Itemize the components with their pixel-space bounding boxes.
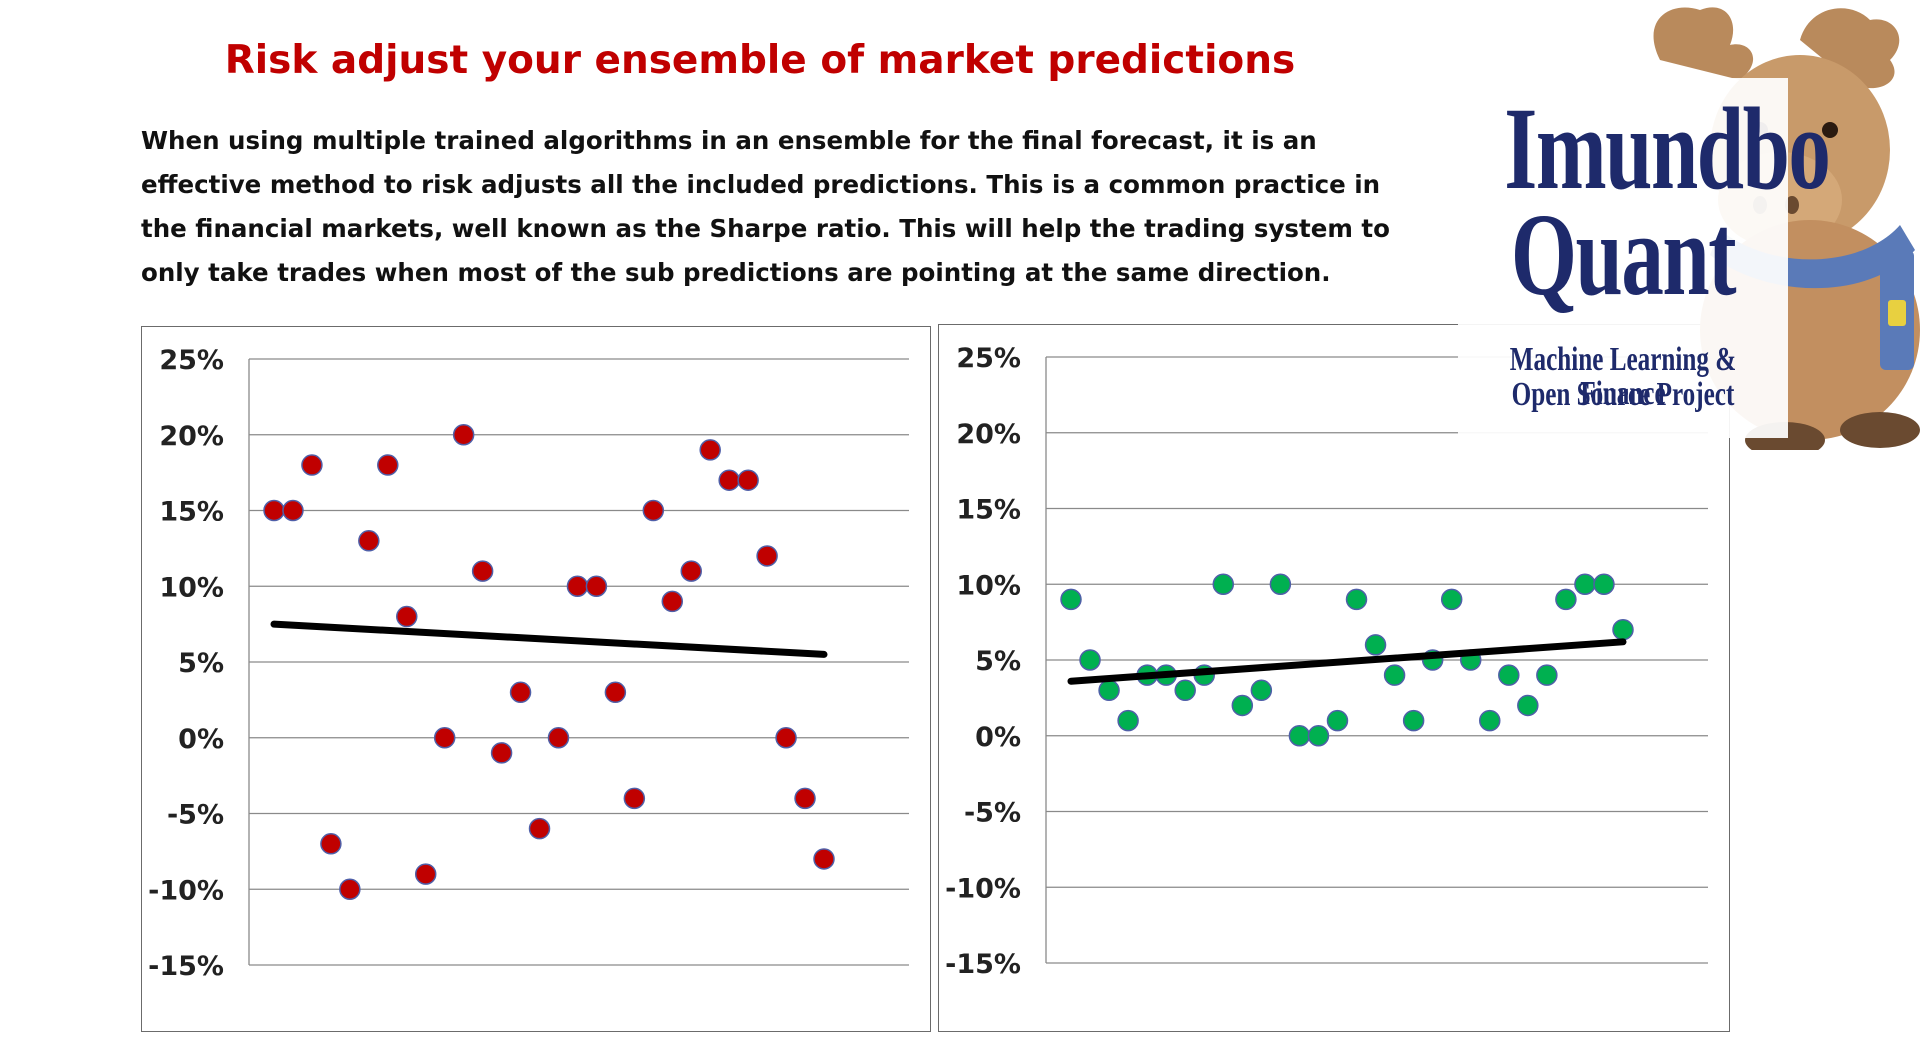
- left-data-point: [377, 454, 399, 476]
- right-y-tick-label: 10%: [956, 570, 1021, 601]
- right-trendline: [1067, 638, 1627, 685]
- right-y-tick-label: -10%: [945, 873, 1021, 904]
- left-data-point: [794, 787, 816, 810]
- left-data-point: [699, 439, 721, 461]
- right-data-point: [1307, 725, 1330, 747]
- right-y-tick-label: -5%: [964, 798, 1021, 829]
- right-data-point: [1060, 588, 1082, 611]
- left-data-point: [433, 727, 456, 749]
- left-y-tick-label: 20%: [159, 421, 224, 452]
- left-data-point: [718, 469, 740, 491]
- left-data-point: [509, 681, 532, 704]
- left-data-point: [813, 848, 835, 870]
- left-data-point: [585, 575, 608, 597]
- left-data-point: [661, 590, 684, 613]
- left-y-tick-label: -10%: [148, 875, 224, 906]
- right-data-point: [1326, 709, 1349, 732]
- left-data-point: [358, 530, 380, 552]
- right-data-point: [1098, 679, 1120, 702]
- left-data-point: [414, 863, 437, 885]
- right-data-point: [1079, 649, 1101, 671]
- right-data-point: [1402, 709, 1425, 732]
- left-data-point: [263, 499, 285, 522]
- right-data-point: [1231, 694, 1254, 717]
- imundbo-quant-logo: Imundbo Quant Machine Learning & Finance…: [1440, 0, 1920, 450]
- right-data-point: [1364, 634, 1387, 656]
- right-data-point: [1269, 573, 1292, 595]
- right-y-tick-label: 25%: [956, 343, 1021, 374]
- left-data-point: [282, 499, 304, 522]
- left-data-point: [642, 499, 665, 522]
- left-y-tick-label: 5%: [178, 648, 224, 679]
- right-data-point: [1174, 679, 1196, 702]
- left-y-tick-label: 10%: [159, 572, 224, 603]
- right-y-tick-label: 15%: [956, 495, 1021, 526]
- right-y-tick-label: -15%: [945, 949, 1021, 980]
- left-data-point: [471, 560, 494, 582]
- left-y-tick-label: -15%: [148, 951, 224, 982]
- right-y-tick-label: 0%: [975, 722, 1021, 753]
- left-data-point: [301, 454, 323, 476]
- logo-panel: Imundbo Quant Machine Learning & Finance…: [1458, 78, 1831, 438]
- right-data-point: [1517, 694, 1539, 717]
- left-data-point: [680, 560, 702, 582]
- slide-title: Risk adjust your ensemble of market pred…: [224, 38, 1296, 83]
- right-data-point: [1212, 573, 1235, 595]
- right-y-tick-label: 5%: [975, 646, 1021, 677]
- left-data-point: [547, 727, 570, 749]
- right-data-point: [1250, 679, 1273, 702]
- logo-tagline-line1: Machine Learning & Finance: [1509, 341, 1737, 412]
- left-data-point: [490, 742, 513, 764]
- right-data-point: [1536, 664, 1558, 686]
- left-trendline: [270, 620, 828, 658]
- intro-paragraph: When using multiple trained algorithms i…: [141, 126, 1390, 287]
- left-data-point: [566, 575, 589, 597]
- left-data-point: [396, 605, 418, 628]
- scatter-chart-risk-adjusted: 25% 20% 15% 10% 5% 0% -5% -10% -15%: [938, 324, 1730, 1032]
- right-data-point: [1345, 588, 1368, 611]
- right-data-point: [1612, 618, 1634, 641]
- logo-name-line1: Imundbo: [1504, 83, 1831, 214]
- left-y-tick-label: 25%: [159, 345, 224, 376]
- right-data-point: [1498, 664, 1520, 686]
- left-data-point: [756, 545, 778, 567]
- left-data-point: [452, 424, 475, 446]
- left-y-tick-label: -5%: [167, 800, 224, 831]
- scatter-chart-unadjusted-svg: 25% 20% 15% 10% 5% 0% -5% -10% -15%: [148, 345, 909, 982]
- right-data-point: [1555, 588, 1577, 611]
- right-y-tick-label: 20%: [956, 419, 1021, 450]
- right-data-point: [1479, 709, 1501, 732]
- left-y-tick-label: 0%: [178, 724, 224, 755]
- right-data-point: [1593, 573, 1615, 595]
- left-data-point: [775, 727, 797, 749]
- left-data-point: [604, 681, 627, 704]
- right-data-point: [1440, 588, 1463, 611]
- right-data-point: [1574, 573, 1596, 595]
- left-y-tick-label: 15%: [159, 497, 224, 528]
- left-data-point: [320, 833, 342, 855]
- left-data-point: [339, 878, 361, 900]
- right-data-point: [1117, 709, 1139, 732]
- logo-tagline-line2: Open Source Project: [1511, 376, 1735, 413]
- right-data-point: [1288, 725, 1311, 747]
- logo-name-line2: Quant: [1510, 189, 1737, 320]
- left-data-point: [528, 817, 551, 840]
- right-data-point: [1383, 664, 1406, 686]
- scatter-chart-risk-adjusted-svg: 25% 20% 15% 10% 5% 0% -5% -10% -15%: [945, 343, 1708, 980]
- scatter-chart-unadjusted: 25% 20% 15% 10% 5% 0% -5% -10% -15%: [141, 326, 931, 1032]
- left-data-point: [737, 469, 759, 491]
- left-data-point: [623, 787, 646, 810]
